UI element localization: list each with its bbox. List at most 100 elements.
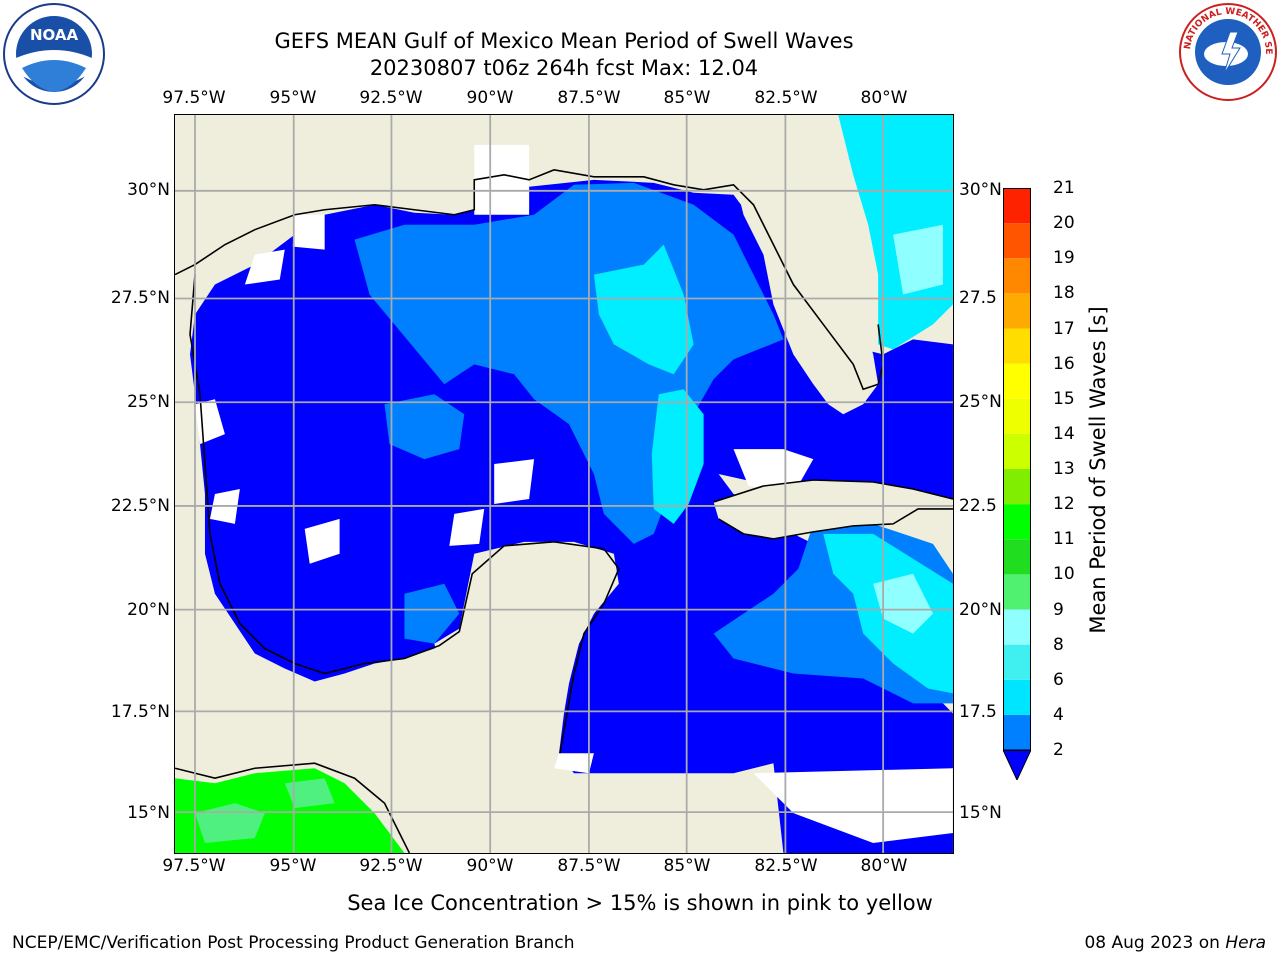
no-data-area (554, 753, 594, 774)
colorbar-box (1003, 504, 1031, 540)
swell-period-map (175, 115, 953, 853)
lat-label-left: 25°N (127, 392, 170, 412)
colorbar-outline (1003, 188, 1031, 751)
no-data-area (753, 768, 953, 844)
no-data-area (292, 214, 325, 250)
colorbar-tick-label: 21 (1053, 178, 1075, 198)
colorbar-tick-label: 18 (1053, 283, 1075, 304)
no-data-area (304, 518, 340, 564)
atlantic-water-high (838, 115, 953, 350)
lat-label-left: 22.5°N (110, 496, 170, 516)
lat-label-left: 15°N (127, 803, 170, 823)
chart-subtitle: 20230807 t06z 264h fcst Max: 12.04 (369, 56, 759, 80)
chart-title: GEFS MEAN Gulf of Mexico Mean Period of … (274, 29, 854, 53)
gulf-water-low (190, 179, 953, 853)
pacific-water-lightgreen (284, 778, 335, 809)
colorbar-tick-label: 6 (1053, 669, 1064, 690)
lon-label-bottom: 95°W (269, 856, 317, 876)
lat-label-right: 20°N (959, 600, 1002, 620)
footer-date-text: 08 Aug 2023 on (1084, 933, 1226, 953)
colorbar-tick-label: 17 (1053, 318, 1075, 339)
yucatan-land (434, 541, 619, 764)
lat-label-right: 15°N (959, 803, 1002, 823)
sea-ice-note: Sea Ice Concentration > 15% is shown in … (347, 891, 933, 915)
colorbar-tick-label: 10 (1053, 564, 1075, 585)
footer-machine: Hera (1225, 933, 1266, 953)
colorbar-box (1003, 539, 1031, 575)
florida-land (733, 174, 879, 415)
colorbar-tick-label: 8 (1053, 634, 1064, 655)
gulf-water-mid (404, 583, 460, 644)
lon-label-bottom: 87.5°W (557, 856, 621, 876)
colorbar-box (1003, 328, 1031, 364)
no-data-area (244, 249, 285, 285)
gulf-water-mid (384, 394, 465, 460)
lon-label-top: 97.5°W (162, 88, 226, 108)
footer-organization: NCEP/EMC/Verification Post Processing Pr… (12, 933, 575, 953)
colorbar-box (1003, 644, 1031, 680)
gridlines (175, 115, 953, 853)
lat-label-left: 27.5°N (110, 288, 170, 308)
lon-label-top: 85°W (663, 88, 711, 108)
lat-label-right: 25°N (959, 392, 1002, 412)
colorbar-tick-label: 15 (1053, 388, 1075, 409)
central-america-coastline (175, 762, 411, 853)
lon-label-bottom: 97.5°W (162, 856, 226, 876)
noaa-logo-text: NOAA (30, 26, 79, 44)
colorbar-tick-label: 20 (1053, 213, 1075, 234)
colorbar-box (1003, 398, 1031, 434)
colorbar-box (1003, 679, 1031, 715)
lon-label-bottom: 92.5°W (359, 856, 423, 876)
no-data-area (494, 459, 535, 504)
atlantic-water-light (873, 573, 933, 634)
no-data-area (474, 144, 530, 215)
lon-label-top: 95°W (269, 88, 317, 108)
footer-date: 08 Aug 2023 on Hera (1084, 933, 1266, 953)
colorbar-tick-label: 2 (1053, 740, 1064, 760)
no-data-area (449, 508, 485, 546)
lon-label-bottom: 80°W (860, 856, 908, 876)
cuba-coastline (713, 479, 953, 540)
colorbar-tick-label: 12 (1053, 494, 1075, 515)
lat-label-right: 22.5 (959, 496, 997, 516)
mexico-coastline (189, 274, 620, 754)
us-gulf-coastline (175, 169, 884, 391)
colorbar-extend-arrow (1003, 749, 1031, 780)
lon-label-top: 90°W (466, 88, 514, 108)
colorbar-tick-label: 4 (1053, 704, 1064, 725)
lat-label-right: 27.5 (959, 288, 997, 308)
colorbar-box (1003, 223, 1031, 259)
gulf-water-high (651, 389, 704, 524)
map-frame (174, 114, 954, 854)
pacific-water-lightgreen (195, 803, 265, 844)
lon-label-top: 80°W (860, 88, 908, 108)
colorbar-tick-label: 16 (1053, 353, 1075, 374)
colorbar-box (1003, 433, 1031, 469)
cuba-land (713, 480, 953, 539)
colorbar-box (1003, 293, 1031, 329)
colorbar-tick-label: 11 (1053, 529, 1075, 550)
nws-logo-icon: NATIONAL WEATHER SERVICE (1175, 0, 1278, 102)
colorbar-box (1003, 609, 1031, 645)
colorbar-box (1003, 714, 1031, 750)
lon-label-bottom: 82.5°W (754, 856, 818, 876)
atlantic-water-light (893, 224, 943, 295)
colorbar-box (1003, 574, 1031, 610)
lat-label-left: 20°N (127, 600, 170, 620)
colorbar (1003, 188, 1031, 780)
lat-label-left: 30°N (127, 180, 170, 200)
lon-label-top: 87.5°W (557, 88, 621, 108)
lon-label-top: 82.5°W (754, 88, 818, 108)
lon-label-bottom: 90°W (466, 856, 514, 876)
lat-label-right: 30°N (959, 180, 1002, 200)
colorbar-box (1003, 469, 1031, 505)
gulf-water-high (593, 244, 694, 375)
lat-label-right: 17.5 (959, 702, 997, 722)
colorbar-tick-label: 14 (1053, 423, 1075, 444)
colorbar-tick-label: 19 (1053, 248, 1075, 269)
lon-label-bottom: 85°W (663, 856, 711, 876)
colorbar-title: Mean Period of Swell Waves [s] (1086, 306, 1110, 634)
lon-label-top: 92.5°W (359, 88, 423, 108)
colorbar-box (1003, 258, 1031, 294)
colorbar-tick-label: 13 (1053, 459, 1075, 479)
